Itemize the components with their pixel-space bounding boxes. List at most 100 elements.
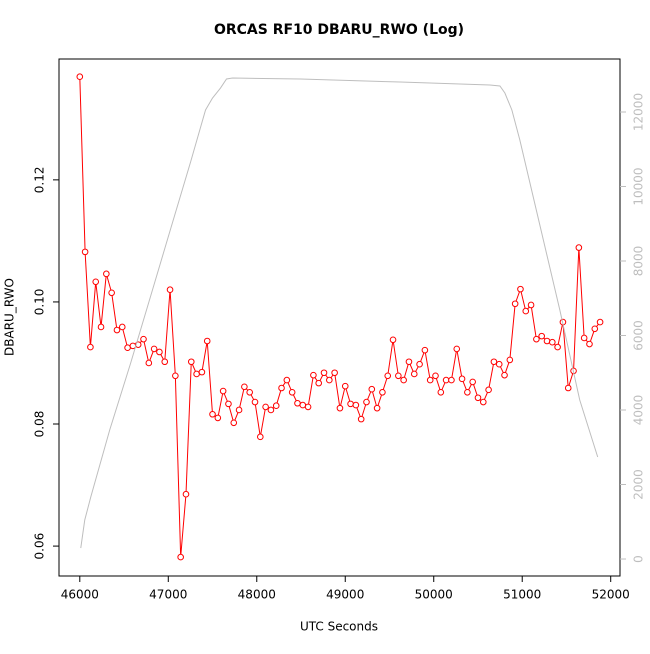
y2-tick-label: 8000 [632, 246, 646, 277]
y-axis-label: DBARU_RWO [3, 278, 17, 356]
data-point [538, 332, 545, 340]
data-point [326, 376, 333, 384]
y2-tick-label: 10000 [632, 167, 646, 205]
y-tick-label: 0.06 [33, 533, 47, 560]
data-point [363, 398, 370, 406]
data-point [92, 278, 100, 286]
data-point [156, 348, 163, 356]
data-point [278, 384, 285, 392]
data-point [219, 387, 227, 395]
data-point [166, 286, 174, 294]
data-point [320, 369, 328, 377]
plot-frame [58, 58, 621, 577]
data-point [118, 323, 126, 331]
x-tick-label: 50000 [415, 588, 453, 602]
data-point [543, 337, 551, 345]
data-point [103, 270, 110, 278]
data-point [352, 401, 360, 409]
data-point [97, 323, 105, 331]
y2-tick-label: 2000 [632, 469, 646, 500]
data-point [272, 402, 280, 410]
data-point [479, 398, 487, 406]
data-point [108, 289, 115, 297]
data-point [267, 406, 275, 414]
data-point [357, 415, 365, 423]
data-point [304, 403, 312, 411]
data-point [257, 433, 264, 441]
data-point [501, 371, 508, 379]
data-point [230, 419, 238, 427]
data-point [384, 372, 392, 380]
data-point [580, 334, 588, 342]
data-point [172, 372, 179, 380]
data-point [379, 388, 386, 396]
x-tick-label: 47000 [149, 588, 187, 602]
data-point [299, 401, 307, 409]
data-point [426, 376, 434, 384]
y2-tick-label: 12000 [632, 93, 646, 131]
data-point [182, 490, 190, 498]
data-point [506, 356, 514, 364]
data-point [113, 326, 121, 334]
data-point [368, 385, 376, 393]
data-point [283, 376, 291, 384]
data-point [453, 345, 461, 353]
data-point [405, 358, 413, 366]
data-point [522, 307, 530, 315]
data-point [310, 371, 317, 379]
series-line [80, 77, 599, 549]
x-tick-label: 46000 [61, 588, 99, 602]
data-point [315, 379, 323, 387]
data-point [511, 300, 519, 308]
data-point [241, 383, 248, 391]
x-tick-label: 49000 [326, 588, 364, 602]
data-point [527, 301, 535, 309]
data-point [564, 384, 572, 392]
data-point [421, 346, 429, 354]
data-point [400, 376, 407, 384]
data-point [331, 369, 338, 377]
x-axis-label: UTC Seconds [300, 620, 378, 634]
data-point [341, 382, 349, 390]
data-point [410, 370, 418, 378]
data-point [214, 414, 222, 422]
data-point [485, 386, 492, 394]
data-point [225, 400, 232, 408]
y2-tick-label: 0 [632, 555, 646, 563]
data-point [554, 343, 561, 351]
data-point [161, 358, 169, 366]
y2-tick-label: 4000 [632, 395, 646, 426]
data-point [288, 388, 296, 396]
data-point [198, 368, 206, 376]
data-point [150, 345, 158, 353]
data-point [187, 358, 195, 366]
data-point [389, 336, 397, 344]
data-point [474, 394, 482, 402]
data-point [87, 343, 94, 351]
chart-title: ORCAS RF10 DBARU_RWO (Log) [214, 22, 464, 38]
data-point [517, 285, 524, 293]
y-tick-label: 0.10 [33, 289, 47, 316]
data-point [209, 410, 216, 418]
data-point [140, 335, 147, 343]
data-point [373, 404, 381, 412]
x-tick-label: 48000 [238, 588, 276, 602]
data-point [469, 378, 476, 386]
data-point [246, 388, 253, 396]
data-point [458, 375, 466, 383]
data-point [533, 335, 540, 343]
data-point [193, 370, 200, 378]
data-point [177, 553, 184, 561]
data-point [575, 244, 583, 251]
y-tick-label: 0.12 [33, 166, 47, 193]
data-point [442, 376, 450, 384]
data-point [586, 340, 593, 348]
data-point [549, 338, 556, 346]
data-point [464, 388, 471, 396]
data-point [448, 376, 455, 384]
data-point [495, 360, 503, 368]
data-point [262, 403, 269, 411]
data-point [76, 73, 84, 81]
x-tick-label: 51000 [503, 588, 541, 602]
